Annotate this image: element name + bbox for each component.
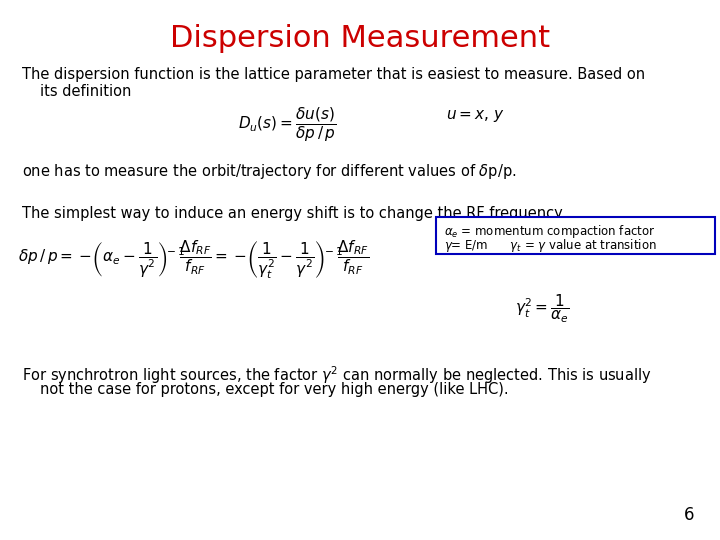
Text: $\delta p\,/\,p = -\!\left(\alpha_e - \dfrac{1}{\gamma^2}\right)^{\!\!-1}\!\!\df: $\delta p\,/\,p = -\!\left(\alpha_e - \d… (18, 239, 369, 281)
Text: $\gamma_t^2 = \dfrac{1}{\alpha_e}$: $\gamma_t^2 = \dfrac{1}{\alpha_e}$ (515, 293, 570, 325)
Text: not the case for protons, except for very high energy (like LHC).: not the case for protons, except for ver… (40, 382, 508, 397)
Text: The dispersion function is the lattice parameter that is easiest to measure. Bas: The dispersion function is the lattice p… (22, 68, 644, 83)
Text: The simplest way to induce an energy shift is to change the RF frequency: The simplest way to induce an energy shi… (22, 206, 562, 221)
Text: For synchrotron light sources, the factor $\gamma^2$ can normally be neglected. : For synchrotron light sources, the facto… (22, 364, 651, 386)
Text: $D_u(s) = \dfrac{\delta u(s)}{\delta p\,/\,p}$: $D_u(s) = \dfrac{\delta u(s)}{\delta p\,… (238, 105, 336, 144)
Text: $\alpha_e$ = momentum compaction factor: $\alpha_e$ = momentum compaction factor (444, 223, 656, 240)
Text: its definition: its definition (40, 84, 131, 99)
Text: Dispersion Measurement: Dispersion Measurement (170, 24, 550, 53)
Text: one has to measure the orbit/trajectory for different values of $\delta$p/p.: one has to measure the orbit/trajectory … (22, 162, 516, 181)
Text: $\gamma$= E/m      $\gamma_t$ = $\gamma$ value at transition: $\gamma$= E/m $\gamma_t$ = $\gamma$ valu… (444, 237, 657, 254)
FancyBboxPatch shape (436, 217, 715, 254)
Text: 6: 6 (684, 506, 695, 524)
Text: $u = x,\, y$: $u = x,\, y$ (446, 108, 505, 124)
